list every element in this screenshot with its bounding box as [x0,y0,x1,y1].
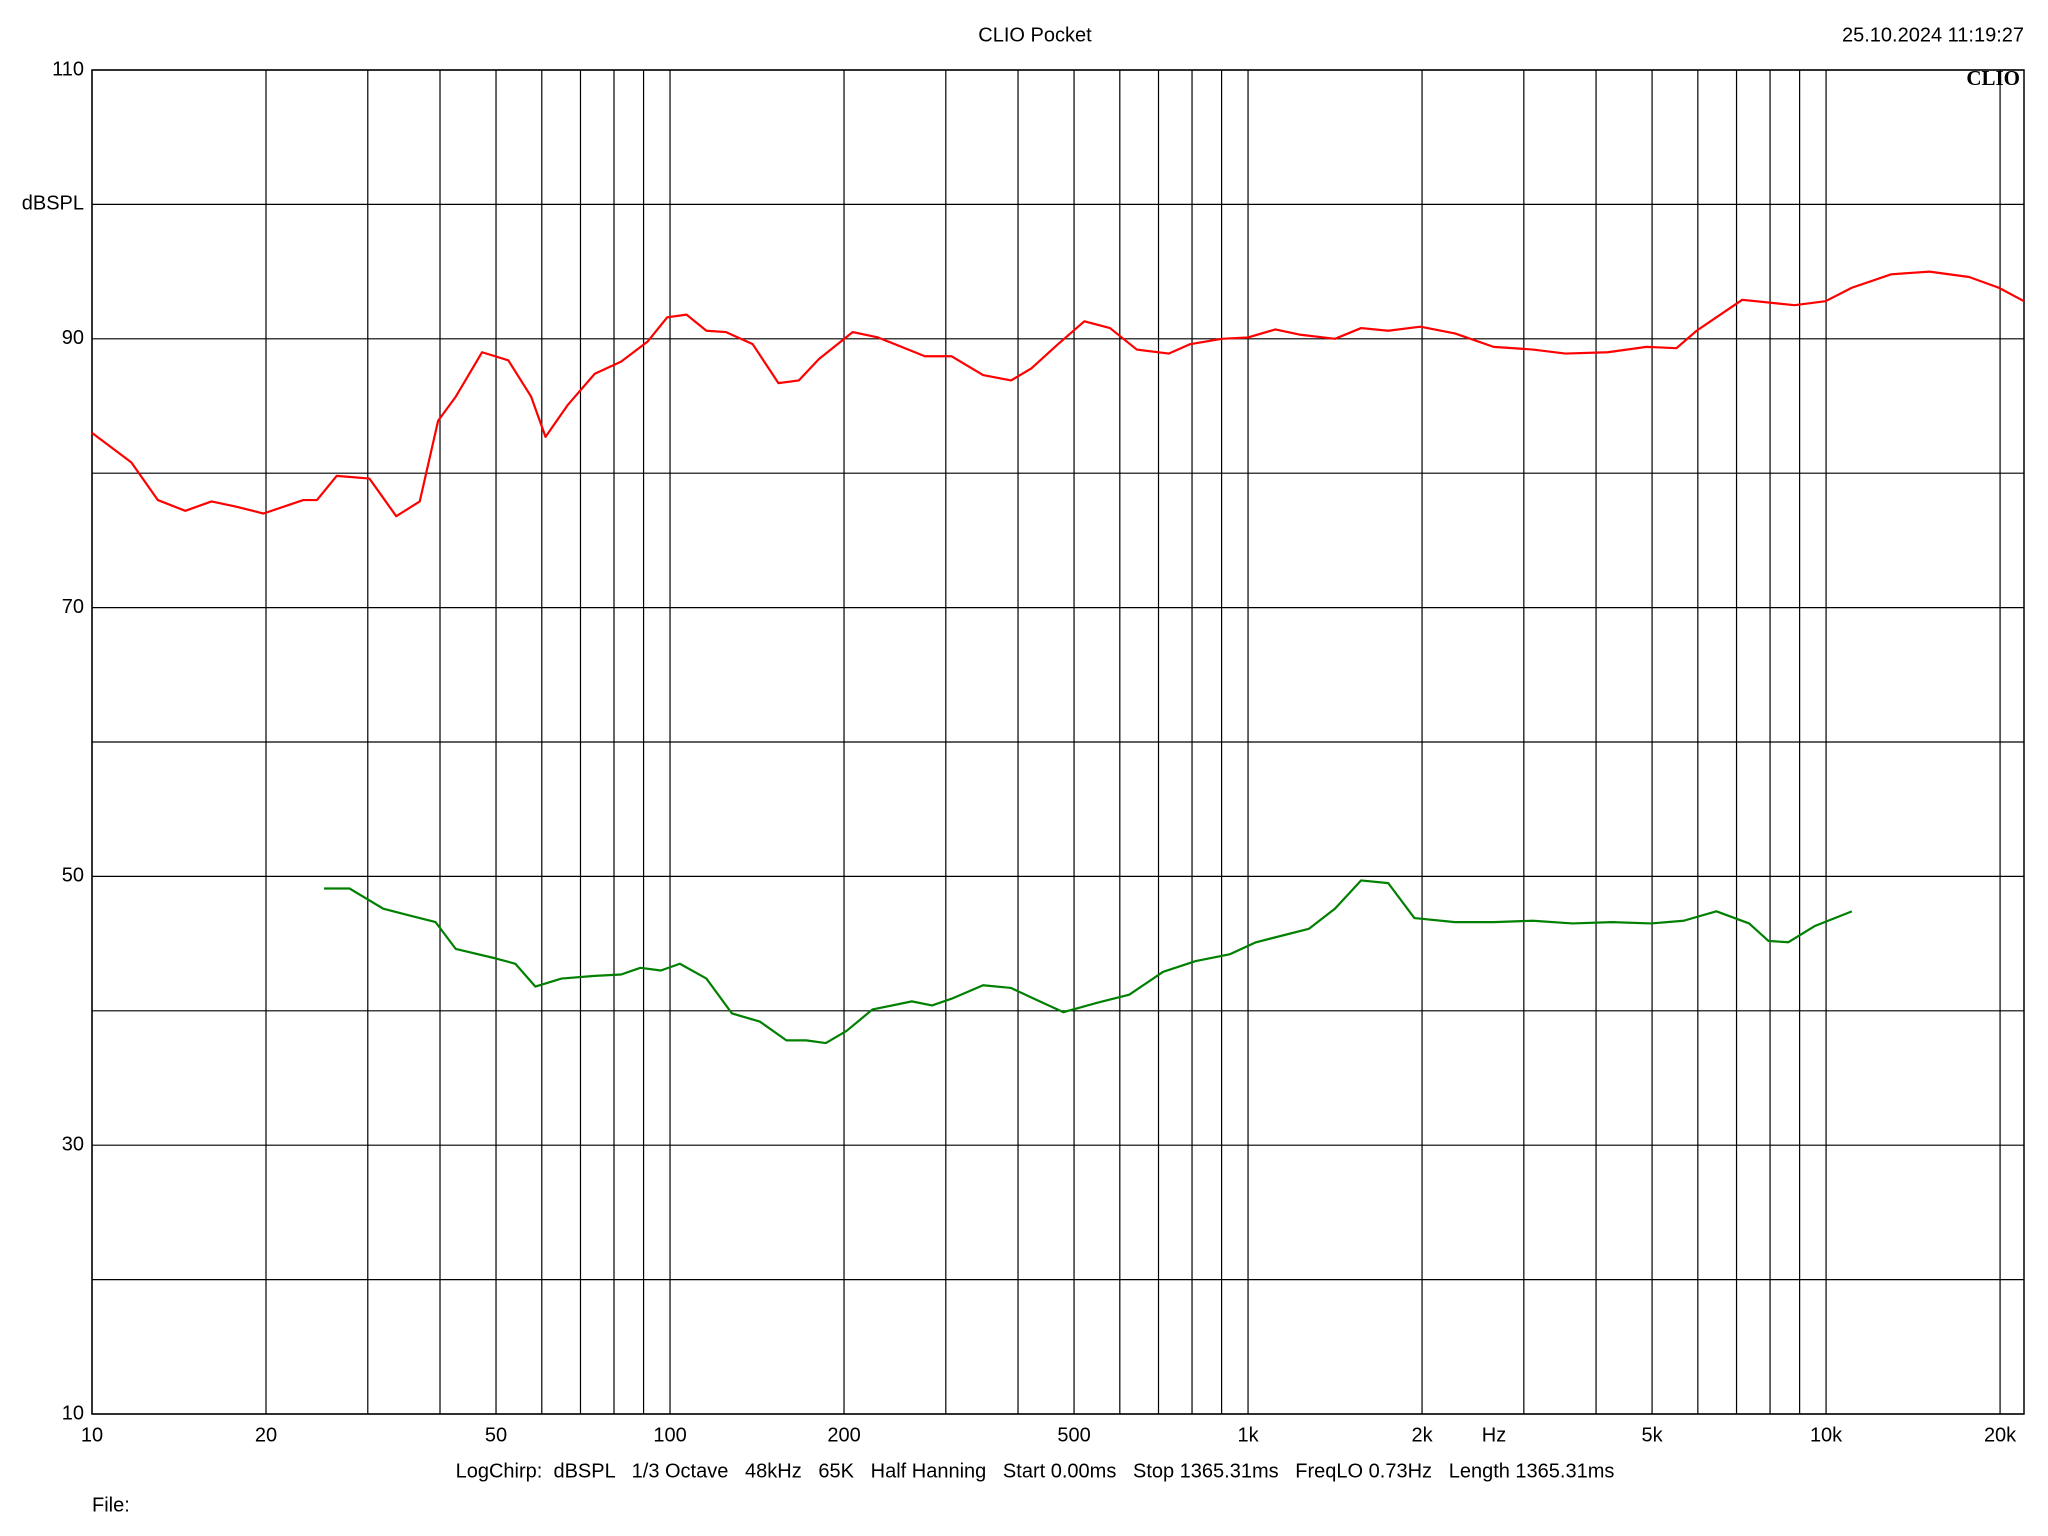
y-tick-label: 70 [62,596,84,618]
chart-title: CLIO Pocket [978,24,1092,46]
x-tick-label: 5k [1642,1424,1664,1446]
y-tick-label: 30 [62,1133,84,1155]
y-tick-label: 10 [62,1402,84,1424]
y-tick-label: 50 [62,865,84,887]
x-tick-label: 1k [1237,1424,1259,1446]
y-axis-label: dBSPL [22,193,84,215]
x-axis-label: Hz [1482,1424,1506,1446]
x-tick-label: 10 [81,1424,103,1446]
file-label: File: [92,1494,130,1516]
plot-frame [91,69,2025,1415]
x-tick-label: 2k [1411,1424,1433,1446]
x-tick-label: 10k [1810,1424,1843,1446]
footer: LogChirp: dBSPL 1/3 Octave 48kHz 65K Hal… [456,1460,1615,1482]
series-line [324,879,1853,1045]
x-tick-label: 100 [653,1424,686,1446]
x-tick-label: 20 [255,1424,277,1446]
x-tick-label: 200 [827,1424,860,1446]
timestamp: 25.10.2024 11:19:27 [1842,24,2024,46]
y-tick-label: 90 [62,327,84,349]
x-tick-label: 50 [485,1424,507,1446]
x-tick-label: 500 [1057,1424,1090,1446]
series-line [91,270,2025,518]
x-tick-label: 20k [1984,1424,2017,1446]
y-tick-label: 110 [52,58,84,80]
